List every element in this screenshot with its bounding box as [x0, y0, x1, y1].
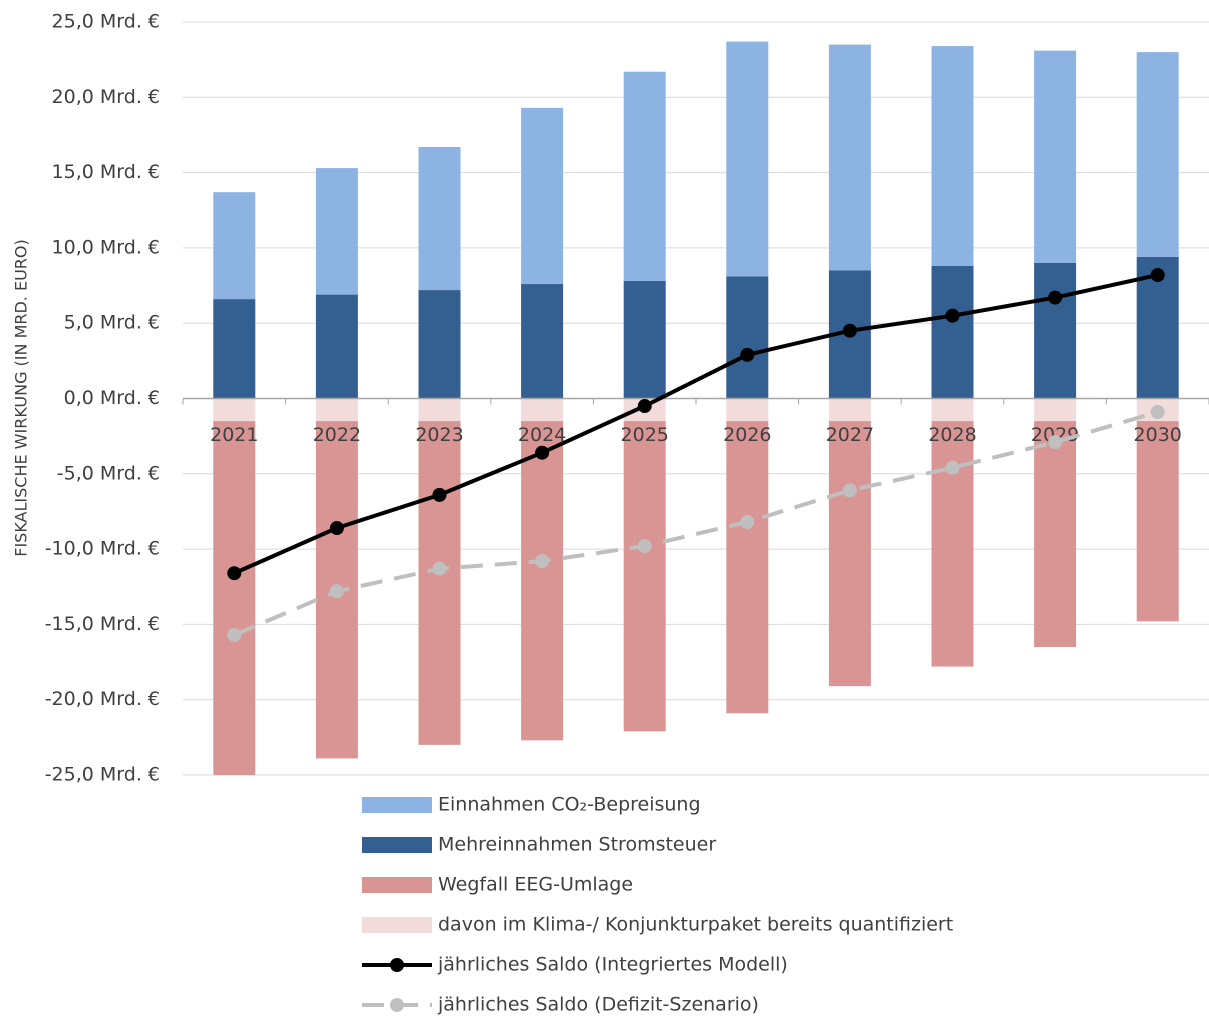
legend-swatch: [362, 877, 432, 893]
bar: [931, 421, 974, 667]
y-axis-label: FISKALISCHE WIRKUNG (IN MRD. EURO): [12, 239, 31, 557]
y-tick-label: 25,0 Mrd. €: [52, 11, 160, 33]
x-tick-label: 2024: [518, 424, 566, 446]
bar: [418, 421, 461, 745]
x-tick-label: 2030: [1134, 424, 1182, 446]
bar: [623, 281, 666, 399]
bar: [1034, 398, 1077, 422]
x-tick-label: 2022: [313, 424, 361, 446]
marker: [535, 554, 550, 569]
marker: [432, 561, 447, 576]
y-tick-label: -15,0 Mrd. €: [45, 613, 160, 635]
bar: [623, 71, 666, 282]
bar: [213, 299, 256, 399]
x-tick-label: 2027: [826, 424, 874, 446]
marker: [227, 627, 242, 642]
marker: [842, 323, 857, 338]
y-tick-label: -10,0 Mrd. €: [45, 538, 160, 560]
bar: [726, 421, 769, 714]
legend-label: Wegfall EEG-Umlage: [438, 874, 633, 896]
y-tick-label: 5,0 Mrd. €: [64, 312, 160, 334]
bar: [931, 398, 974, 422]
legend-label: jährliches Saldo (Integriertes Modell): [437, 954, 788, 976]
bar: [521, 421, 564, 741]
bar: [315, 168, 358, 295]
legend-marker: [390, 958, 404, 972]
bar: [521, 284, 564, 399]
bar: [828, 398, 871, 422]
bar: [213, 398, 256, 422]
marker: [945, 308, 960, 323]
marker: [329, 584, 344, 599]
legend-label: davon im Klima-/ Konjunkturpaket bereits…: [438, 914, 953, 936]
marker: [637, 399, 652, 414]
marker: [535, 445, 550, 460]
y-tick-label: -25,0 Mrd. €: [45, 764, 160, 786]
bar: [1136, 421, 1179, 622]
x-tick-label: 2028: [928, 424, 976, 446]
bar: [1034, 421, 1077, 647]
y-tick-label: 20,0 Mrd. €: [52, 86, 160, 108]
y-tick-label: 10,0 Mrd. €: [52, 236, 160, 258]
bar: [315, 398, 358, 422]
legend-marker: [390, 998, 404, 1012]
legend-swatch: [362, 917, 432, 933]
bar: [213, 192, 256, 300]
x-tick-label: 2026: [723, 424, 771, 446]
marker: [329, 521, 344, 536]
marker: [1150, 268, 1165, 283]
bar: [726, 41, 769, 277]
bar: [521, 398, 564, 422]
y-tick-label: 15,0 Mrd. €: [52, 161, 160, 183]
bar: [931, 265, 974, 399]
marker: [945, 460, 960, 475]
bar: [931, 46, 974, 266]
bar: [828, 44, 871, 271]
x-tick-label: 2023: [415, 424, 463, 446]
marker: [1150, 405, 1165, 420]
bar: [418, 146, 461, 291]
x-tick-label: 2025: [621, 424, 669, 446]
bar: [418, 398, 461, 422]
legend-label: Einnahmen CO₂-Bepreisung: [438, 794, 701, 816]
bar: [315, 294, 358, 399]
marker: [740, 347, 755, 362]
line: [233, 410, 1159, 637]
marker: [432, 487, 447, 502]
bar: [726, 398, 769, 422]
legend-label: Mehreinnahmen Stromsteuer: [438, 834, 716, 856]
marker: [227, 566, 242, 581]
marker: [1048, 435, 1063, 450]
marker: [842, 483, 857, 498]
y-tick-label: -20,0 Mrd. €: [45, 688, 160, 710]
legend-swatch: [362, 797, 432, 813]
marker: [1048, 290, 1063, 305]
bar: [1034, 262, 1077, 399]
bar: [213, 421, 256, 775]
bar: [726, 276, 769, 399]
bar: [623, 421, 666, 732]
bar: [1034, 50, 1077, 263]
x-tick-label: 2021: [210, 424, 258, 446]
marker: [637, 539, 652, 554]
y-tick-label: -5,0 Mrd. €: [57, 462, 160, 484]
bar: [828, 421, 871, 687]
marker: [740, 514, 755, 529]
legend-swatch: [362, 837, 432, 853]
line: [233, 273, 1159, 576]
bar: [1136, 52, 1179, 257]
bar: [521, 107, 564, 285]
y-tick-label: 0,0 Mrd. €: [64, 387, 160, 409]
legend-label: jährliches Saldo (Defizit-Szenario): [437, 994, 759, 1016]
bar: [418, 290, 461, 399]
